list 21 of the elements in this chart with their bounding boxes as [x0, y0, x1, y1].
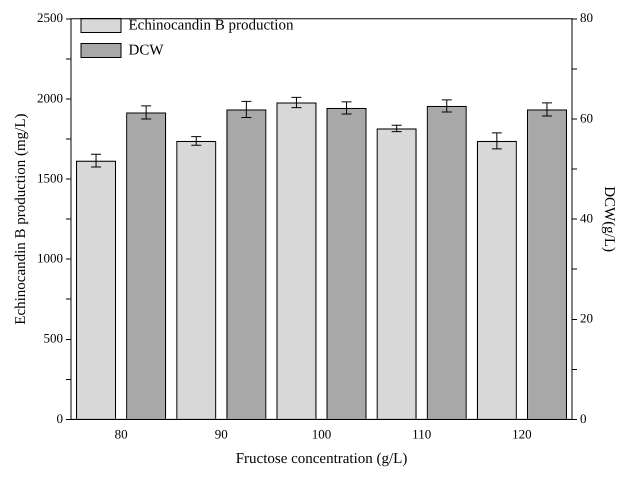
y-tick-label: 0 [56, 410, 63, 426]
y-axis-title: Echinocandin B production (mg/L) [12, 113, 29, 325]
y-tick-label: 2500 [37, 10, 63, 26]
x-axis-title: Fructose concentration (g/L) [236, 450, 408, 467]
legend-label: DCW [128, 42, 164, 58]
legend-label: Echinocandin B production [128, 17, 294, 34]
y-tick-label: 1500 [37, 170, 63, 186]
x-tick-label: 90 [214, 426, 228, 442]
y2-tick-label: 20 [580, 310, 593, 326]
x-tick-label: 100 [312, 426, 332, 442]
x-tick-label: 110 [412, 426, 432, 442]
y2-tick-label: 0 [580, 410, 586, 426]
y2-tick-label: 40 [580, 210, 593, 226]
y2-tick-label: 60 [580, 110, 593, 126]
y2-axis-title: DCW(g/L) [601, 186, 618, 252]
x-tick-label: 80 [114, 426, 128, 442]
y2-tick-label: 80 [580, 10, 593, 26]
y-tick-label: 500 [44, 330, 63, 346]
x-tick-label: 120 [512, 426, 532, 442]
y-tick-label: 2000 [37, 90, 63, 106]
y-tick-label: 1000 [37, 250, 63, 266]
